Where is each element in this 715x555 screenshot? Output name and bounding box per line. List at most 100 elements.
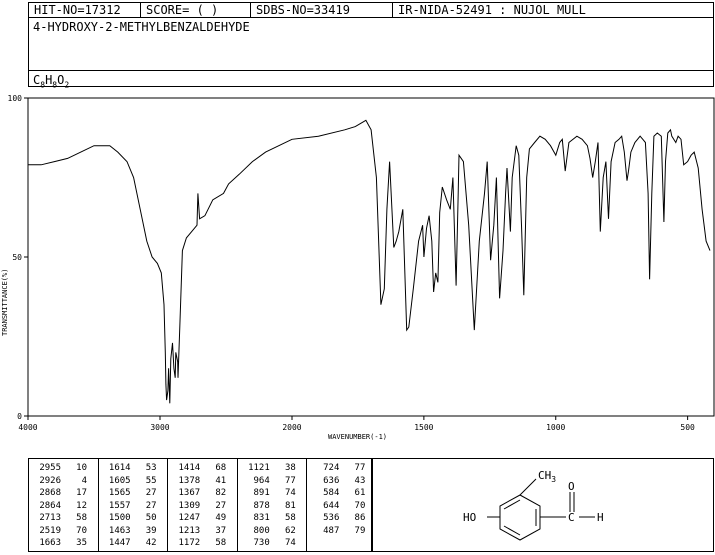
peak-table: 2955 10 2926 4 2868 17 2864 12 2713 58 2519 70 1663 3… xyxy=(28,458,372,552)
y-axis-label: TRANSMITTANCE(%) xyxy=(1,269,9,336)
peak-wavenumber: 964 xyxy=(253,475,270,486)
peak-row: 1663 35 xyxy=(29,537,98,550)
x-tick-label: 1500 xyxy=(414,423,433,432)
peak-wavenumber: 1367 xyxy=(178,488,201,498)
peak-row: 1172 58 xyxy=(168,537,237,550)
peak-row: 1213 37 xyxy=(168,525,237,538)
peak-wavenumber: 2868 xyxy=(39,488,61,498)
peak-row: 2955 10 xyxy=(29,462,98,475)
peak-wavenumber: 2519 xyxy=(39,525,61,536)
header-bar: HIT-NO=17312 SCORE= ( ) SDBS-NO=33419 IR… xyxy=(28,2,714,18)
benzene-ring xyxy=(499,494,541,541)
peak-transmittance: 70 xyxy=(354,500,366,511)
peak-row: 1605 55 xyxy=(99,475,168,488)
peak-column: 2955 10 2926 4 2868 17 2864 12 2713 58 2519 70 1663 3… xyxy=(29,459,99,551)
peak-transmittance: 27 xyxy=(145,500,157,511)
peak-wavenumber: 1557 xyxy=(108,500,131,511)
peak-row: 1500 50 xyxy=(99,512,168,525)
peak-row: 2868 17 xyxy=(29,487,98,500)
sdbs-number: SDBS-NO=33419 xyxy=(251,3,393,17)
peak-transmittance: 58 xyxy=(76,513,87,523)
x-tick-label: 3000 xyxy=(150,423,169,432)
peak-row: 487 79 xyxy=(307,525,371,538)
peak-transmittance: 39 xyxy=(145,525,157,536)
peak-row: 878 81 xyxy=(238,500,307,513)
x-tick-label: 2000 xyxy=(282,423,301,432)
peak-wavenumber: 2864 xyxy=(39,500,61,511)
peak-wavenumber: 1605 xyxy=(108,475,131,486)
peak-transmittance: 70 xyxy=(76,525,87,536)
peak-row: 1367 82 xyxy=(168,487,237,500)
peak-transmittance: 4 xyxy=(81,475,87,486)
peak-row: 1614 53 xyxy=(99,462,168,475)
ring-inner-bond xyxy=(503,525,521,536)
peak-wavenumber: 1121 xyxy=(248,463,270,473)
ring-inner-bond xyxy=(503,499,521,510)
y-tick-label: 100 xyxy=(8,94,23,103)
peak-row: 1414 68 xyxy=(168,462,237,475)
spectrum-line xyxy=(28,119,711,404)
peak-wavenumber: 536 xyxy=(323,513,340,523)
peak-wavenumber: 2955 xyxy=(39,463,61,473)
peak-wavenumber: 730 xyxy=(253,538,270,548)
peak-row: 800 62 xyxy=(238,525,307,538)
peak-column: 1614 53 1605 55 1565 27 1557 27 1500 50 1463 39 1447… xyxy=(99,459,169,551)
peak-wavenumber: 2713 xyxy=(39,513,61,523)
peak-wavenumber: 831 xyxy=(253,513,270,523)
peak-wavenumber: 584 xyxy=(323,488,340,498)
peak-wavenumber: 1247 xyxy=(178,513,201,523)
ir-spectrum-chart: 0 50 100 4000 3000 2000 1500 1000 500 TRANSMITT… xyxy=(1,94,715,441)
peak-column: 1121 38 964 77 891 74 878 81 831 58 800 62 730 74 xyxy=(238,459,308,551)
peak-transmittance: 12 xyxy=(76,500,87,511)
peak-wavenumber: 1500 xyxy=(108,513,131,523)
peak-transmittance: 43 xyxy=(354,475,366,486)
peak-transmittance: 81 xyxy=(284,500,296,511)
hydrogen-label: H xyxy=(597,511,604,524)
peak-wavenumber: 1213 xyxy=(178,525,201,536)
peak-transmittance: 55 xyxy=(145,475,157,486)
peak-row: 2864 12 xyxy=(29,500,98,513)
molecular-formula: C8H8O2 xyxy=(29,70,713,89)
x-axis: 4000 3000 2000 1500 1000 500 xyxy=(18,416,695,432)
x-tick-label: 1000 xyxy=(546,423,565,432)
compound-info: 4-HYDROXY-2-METHYLBENZALDEHYDE C8H8O2 xyxy=(28,17,714,89)
peak-transmittance: 58 xyxy=(284,513,296,523)
peak-row: 536 86 xyxy=(307,512,371,525)
peak-row: 1463 39 xyxy=(99,525,168,538)
peak-wavenumber: 487 xyxy=(323,525,340,536)
peak-transmittance: 77 xyxy=(284,475,296,486)
peak-wavenumber: 1463 xyxy=(108,525,131,536)
methyl-label: CH3 xyxy=(538,469,556,484)
peak-row: 724 77 xyxy=(307,462,371,475)
structure-panel: HO CH3 O C H xyxy=(372,458,714,552)
peak-transmittance: 74 xyxy=(284,538,296,548)
peak-wavenumber: 1414 xyxy=(178,463,201,473)
peak-transmittance: 62 xyxy=(284,525,296,536)
peak-wavenumber: 1614 xyxy=(108,463,131,473)
peak-transmittance: 41 xyxy=(215,475,227,486)
y-axis: 0 50 100 xyxy=(8,94,28,421)
hydroxy-label: HO xyxy=(463,511,476,524)
peak-transmittance: 49 xyxy=(215,513,227,523)
peak-transmittance: 38 xyxy=(284,463,296,473)
peak-wavenumber: 1309 xyxy=(178,500,201,511)
methyl-bond xyxy=(519,478,537,496)
peak-row: 2519 70 xyxy=(29,525,98,538)
peak-wavenumber: 891 xyxy=(253,488,270,498)
x-tick-label: 500 xyxy=(680,423,695,432)
peak-transmittance: 10 xyxy=(76,463,87,473)
x-axis-label: WAVENUMBER(-1) xyxy=(328,433,387,441)
peak-transmittance: 61 xyxy=(354,488,366,498)
peak-transmittance: 17 xyxy=(76,488,87,498)
peak-wavenumber: 878 xyxy=(253,500,270,511)
peak-row: 730 74 xyxy=(238,537,307,550)
peak-transmittance: 86 xyxy=(354,513,366,523)
peak-transmittance: 50 xyxy=(145,513,157,523)
peak-wavenumber: 1447 xyxy=(108,538,131,548)
peak-transmittance: 37 xyxy=(215,525,227,536)
peak-row: 1447 42 xyxy=(99,537,168,550)
peak-transmittance: 27 xyxy=(145,488,157,498)
peak-row: 1378 41 xyxy=(168,475,237,488)
peak-row: 2926 4 xyxy=(29,475,98,488)
peak-wavenumber: 1663 xyxy=(39,538,61,548)
